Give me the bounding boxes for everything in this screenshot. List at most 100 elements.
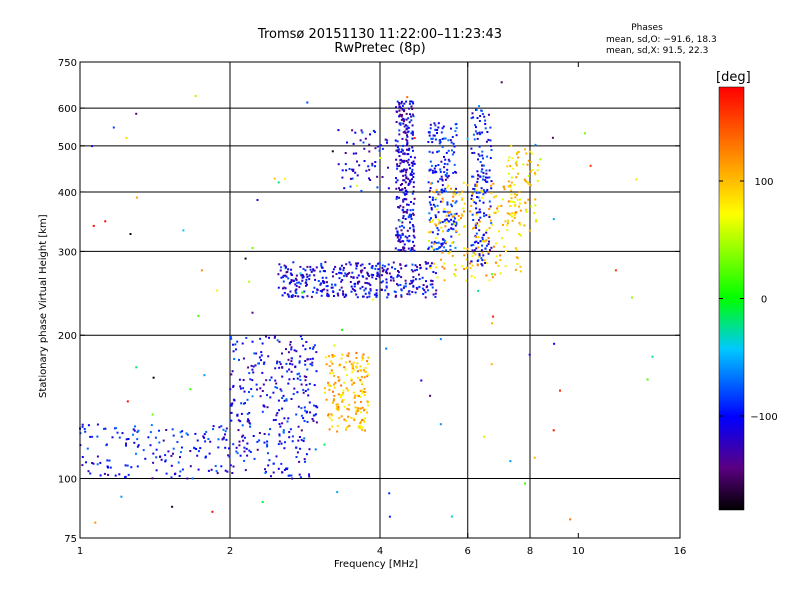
data-point [404,181,407,184]
data-point [447,211,450,214]
data-point [290,281,293,284]
data-point [290,348,293,351]
data-point [504,265,507,268]
data-point [484,247,487,250]
data-point [485,231,488,234]
data-point [396,236,399,239]
data-point [407,117,410,120]
data-point [421,276,424,279]
data-point [149,431,152,434]
data-point [242,387,245,390]
data-point [295,274,298,277]
data-point [274,379,277,382]
data-point [86,447,89,450]
data-point [425,262,428,265]
data-point [252,365,255,368]
data-point [480,249,483,252]
data-point [447,139,450,142]
data-point [488,279,491,282]
data-point [290,268,293,271]
data-point [305,284,307,287]
data-point [399,107,402,110]
data-point [341,169,344,172]
data-point [447,220,450,223]
data-point [387,293,390,296]
data-point [388,272,391,275]
data-point [356,160,358,163]
data-point [224,469,227,472]
data-point [228,447,230,450]
data-point [396,146,399,149]
data-point [285,467,288,470]
data-point [495,255,498,258]
data-point [408,293,411,296]
data-point [361,263,364,266]
data-point [478,199,481,202]
data-point [320,262,323,265]
data-point [342,290,344,293]
data-point [408,214,411,217]
data-point [485,190,488,193]
data-point [193,446,195,449]
data-point [511,157,514,160]
data-point [287,351,290,354]
data-point [440,226,443,229]
data-point [366,362,369,365]
data-point [475,207,478,210]
data-point [370,273,373,276]
data-point [129,233,132,235]
data-point [406,239,409,242]
data-point [514,211,517,214]
data-point [152,452,155,455]
data-point [333,374,336,377]
data-point [333,355,336,357]
data-point [277,273,280,276]
data-point [411,270,414,273]
data-point [472,133,475,136]
data-point [418,286,421,289]
data-point [479,161,482,163]
data-point [328,416,331,419]
data-point [482,175,485,178]
data-point [440,131,443,134]
data-point [475,236,478,238]
data-point [477,242,480,244]
data-point [439,170,442,173]
data-point [474,253,477,256]
data-point [412,279,415,282]
data-point [405,210,408,213]
data-point [361,392,364,394]
data-point [369,289,372,292]
data-point [396,235,399,238]
data-point [170,476,173,479]
data-point [328,365,331,367]
data-point [263,441,266,444]
data-point [430,279,432,282]
data-point [517,156,520,159]
data-point [518,221,521,224]
data-point [477,246,480,249]
data-point [411,224,414,227]
data-point [433,122,436,125]
data-point [281,422,284,425]
data-point [431,169,434,172]
data-point [435,289,438,292]
data-point [516,257,519,260]
data-point [364,281,367,284]
data-point [247,418,249,421]
data-point [300,383,303,386]
data-point [481,113,484,115]
data-point [431,219,434,222]
data-point [287,382,290,385]
data-point [343,381,345,384]
data-point [481,251,484,254]
data-point [320,282,323,285]
data-point [444,239,446,242]
data-point [244,257,247,260]
data-point [453,222,456,225]
data-point [299,375,302,378]
data-point [297,439,300,442]
data-point [299,476,302,479]
data-point [270,376,273,379]
data-point [631,296,633,299]
